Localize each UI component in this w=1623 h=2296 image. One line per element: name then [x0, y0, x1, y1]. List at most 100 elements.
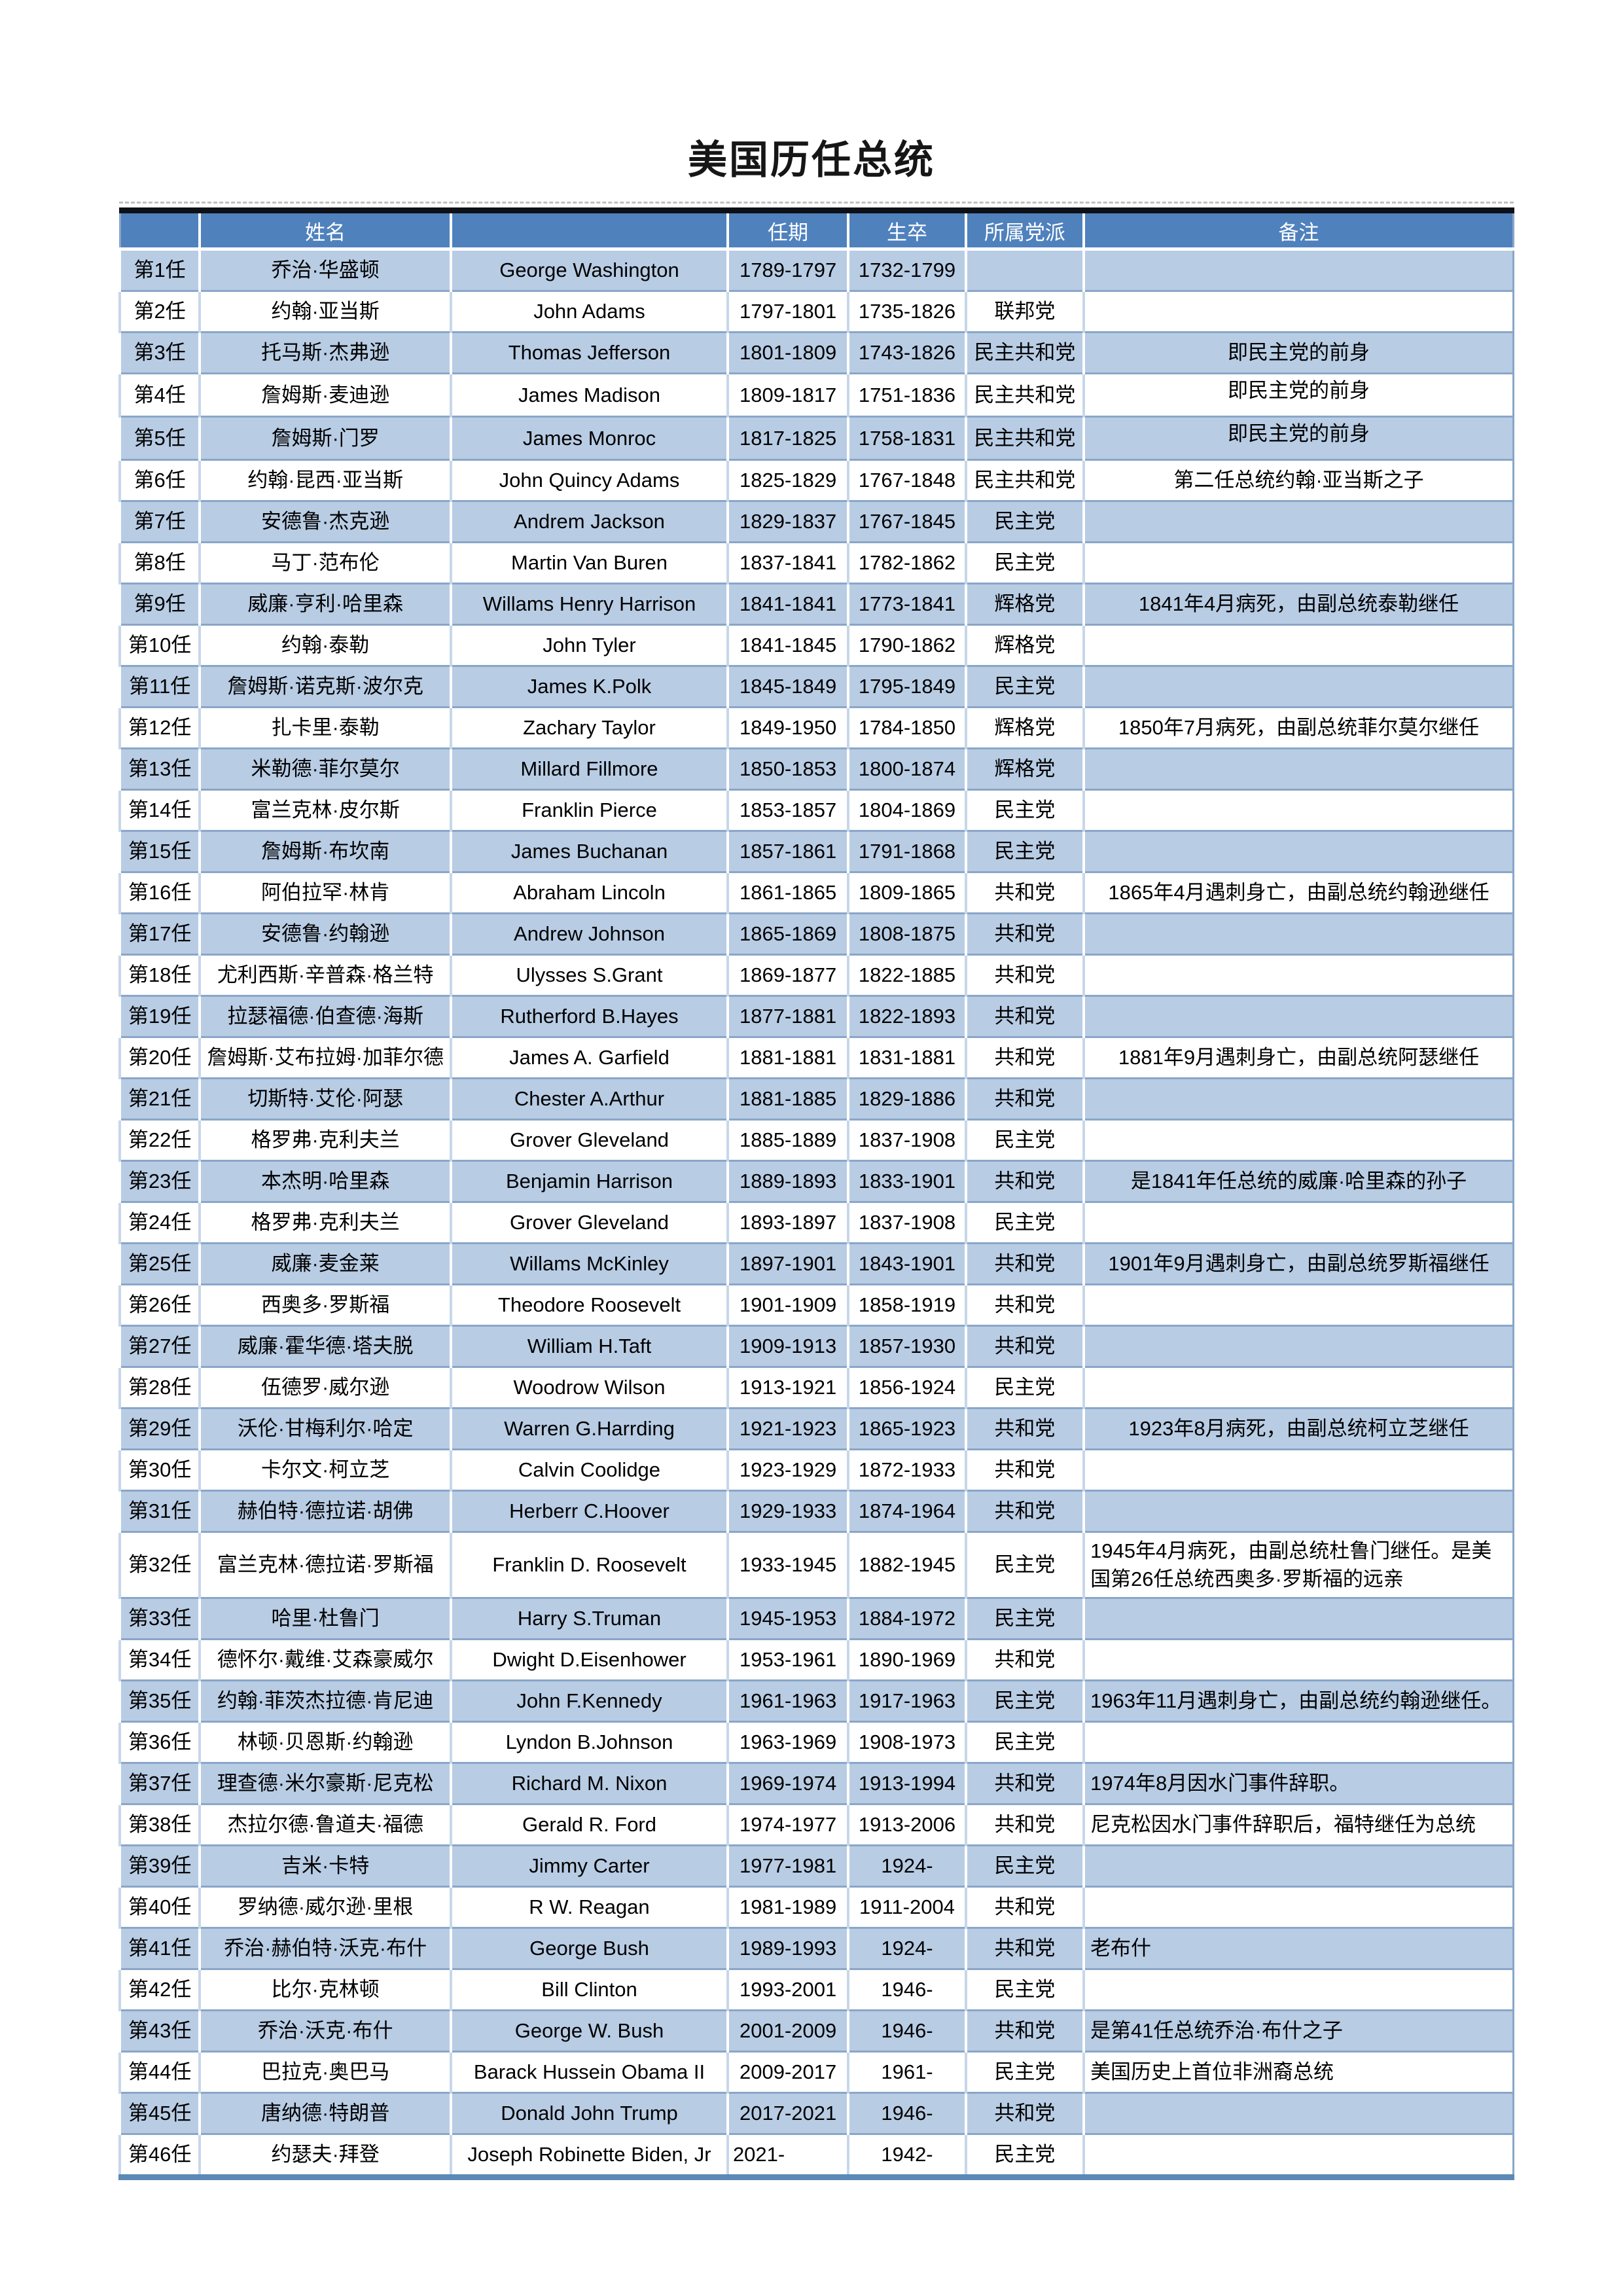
cell-name-cn: 威廉·霍华德·塔夫脱 [198, 1325, 452, 1368]
cell-name-en: Chester A.Arthur [450, 1077, 728, 1121]
cell-term: 1801-1809 [726, 331, 849, 374]
president-row: 第24任 格罗弗·克利夫兰 Grover Gleveland 1893-1897 183… [118, 1202, 1514, 1244]
cell-name-cn: 沃伦·甘梅利尔·哈定 [198, 1407, 452, 1450]
cell-term: 1974-1977 [726, 1804, 849, 1846]
cell-term: 1877-1881 [726, 995, 849, 1038]
cell-name-cn: 富兰克林·德拉诺·罗斯福 [198, 1532, 452, 1598]
cell-note: 即民主党的前身 [1082, 331, 1514, 374]
cell-life: 1874-1964 [847, 1490, 966, 1533]
cell-life: 1924- [847, 1927, 966, 1970]
page-title: 美国历任总统 [688, 138, 935, 182]
cell-term: 1981-1989 [726, 1886, 849, 1928]
cell-term: 2009-2017 [726, 2051, 849, 2093]
president-row: 第44任 巴拉克·奥巴马 Barack Hussein Obama II 2009-2… [118, 2051, 1514, 2093]
cell-life: 1917-1963 [847, 1679, 966, 1723]
president-row: 第13任 米勒德·菲尔莫尔 Millard Fillmore 1850-1853 180… [118, 747, 1514, 791]
cell-party: 民主共和党 [964, 459, 1084, 501]
cell-life: 1843-1901 [847, 1242, 966, 1285]
cell-party: 共和党 [964, 2009, 1084, 2053]
cell-ordinal: 第36任 [118, 1721, 200, 1763]
cell-note: 1865年4月遇刺身亡，由副总统约翰逊继任 [1082, 872, 1514, 914]
cell-name-en: James K.Polk [450, 665, 728, 708]
cell-life: 1782-1862 [847, 542, 966, 584]
cell-note: 第二任总统约翰·亚当斯之子 [1082, 459, 1514, 501]
president-row: 第6任 约翰·昆西·亚当斯 John Quincy Adams 1825-1829 17… [118, 459, 1514, 501]
cell-ordinal: 第44任 [118, 2051, 200, 2093]
cell-life: 1913-2006 [847, 1804, 966, 1846]
cell-life: 1857-1930 [847, 1325, 966, 1368]
cell-name-cn: 扎卡里·泰勒 [198, 707, 452, 749]
cell-name-cn: 杰拉尔德·鲁道夫·福德 [198, 1804, 452, 1846]
cell-term: 1897-1901 [726, 1242, 849, 1285]
cell-term: 1969-1974 [726, 1762, 849, 1805]
cell-name-cn: 马丁·范布伦 [198, 542, 452, 584]
president-row: 第17任 安德鲁·约翰逊 Andrew Johnson 1865-1869 1808-1… [118, 912, 1514, 956]
cell-party: 共和党 [964, 954, 1084, 996]
cell-life: 1946- [847, 2092, 966, 2135]
cell-name-en: Lyndon B.Johnson [450, 1721, 728, 1763]
president-row: 第23任 本杰明·哈里森 Benjamin Harrison 1889-1893 183… [118, 1160, 1514, 1203]
cell-name-cn: 威廉·麦金莱 [198, 1242, 452, 1285]
cell-term: 1850-1853 [726, 747, 849, 791]
col-header-name-cn: 姓名 [198, 207, 452, 251]
cell-note [1082, 747, 1514, 791]
cell-ordinal: 第13任 [118, 747, 200, 791]
president-row: 第31任 赫伯特·德拉诺·胡佛 Herberr C.Hoover 1929-1933 1… [118, 1490, 1514, 1533]
cell-term: 1977-1981 [726, 1844, 849, 1888]
cell-note [1082, 2134, 1514, 2178]
cell-note [1082, 624, 1514, 666]
cell-name-en: Franklin D. Roosevelt [450, 1532, 728, 1598]
president-row: 第27任 威廉·霍华德·塔夫脱 William H.Taft 1909-1913 185… [118, 1325, 1514, 1368]
cell-name-en: Benjamin Harrison [450, 1160, 728, 1203]
president-row: 第21任 切斯特·艾伦·阿瑟 Chester A.Arthur 1881-1885 18… [118, 1077, 1514, 1121]
cell-life: 1751-1836 [847, 373, 966, 417]
cell-name-cn: 威廉·亨利·哈里森 [198, 583, 452, 626]
cell-ordinal: 第31任 [118, 1490, 200, 1533]
cell-party: 共和党 [964, 1886, 1084, 1928]
cell-note [1082, 665, 1514, 708]
cell-name-cn: 托马斯·杰弗逊 [198, 331, 452, 374]
col-header-party: 所属党派 [964, 207, 1084, 251]
president-row: 第29任 沃伦·甘梅利尔·哈定 Warren G.Harrding 1921-1923… [118, 1407, 1514, 1450]
cell-party: 共和党 [964, 1037, 1084, 1079]
cell-life: 1743-1826 [847, 331, 966, 374]
cell-party: 共和党 [964, 1242, 1084, 1285]
cell-life: 1856-1924 [847, 1367, 966, 1408]
cell-note [1082, 1721, 1514, 1763]
cell-name-en: Andrem Jackson [450, 500, 728, 543]
cell-life: 1872-1933 [847, 1449, 966, 1491]
president-row: 第25任 威廉·麦金莱 Willams McKinley 1897-1901 1843-… [118, 1242, 1514, 1285]
cell-note: 1850年7月病死，由副总统菲尔莫尔继任 [1082, 707, 1514, 749]
cell-party: 民主共和党 [964, 373, 1084, 417]
cell-term: 1909-1913 [726, 1325, 849, 1368]
cell-note: 1963年11月遇刺身亡，由副总统约翰逊继任。 [1082, 1679, 1514, 1723]
cell-term: 1963-1969 [726, 1721, 849, 1763]
cell-life: 1791-1868 [847, 830, 966, 873]
cell-term: 2001-2009 [726, 2009, 849, 2053]
cell-note [1082, 995, 1514, 1038]
cell-name-en: John Adams [450, 291, 728, 332]
cell-note [1082, 500, 1514, 543]
cell-name-en: Zachary Taylor [450, 707, 728, 749]
cell-life: 1829-1886 [847, 1077, 966, 1121]
cell-party: 民主党 [964, 1532, 1084, 1598]
cell-term: 1841-1845 [726, 624, 849, 666]
cell-name-en: Theodore Roosevelt [450, 1284, 728, 1326]
cell-term: 1853-1857 [726, 789, 849, 831]
president-row: 第43任 乔治·沃克·布什 George W. Bush 2001-2009 1946-… [118, 2009, 1514, 2053]
cell-ordinal: 第23任 [118, 1160, 200, 1203]
cell-party: 民主党 [964, 830, 1084, 873]
president-row: 第11任 詹姆斯·诺克斯·波尔克 James K.Polk 1845-1849 1795… [118, 665, 1514, 708]
cell-note [1082, 1325, 1514, 1368]
cell-note: 美国历史上首位非洲裔总统 [1082, 2051, 1514, 2093]
print-area-dashed-line [119, 202, 1514, 204]
cell-life: 1908-1973 [847, 1721, 966, 1763]
cell-life: 1822-1893 [847, 995, 966, 1038]
cell-party: 共和党 [964, 1639, 1084, 1681]
cell-name-cn: 格罗弗·克利夫兰 [198, 1119, 452, 1161]
cell-ordinal: 第29任 [118, 1407, 200, 1450]
cell-party: 民主党 [964, 1969, 1084, 2011]
cell-term: 1849-1950 [726, 707, 849, 749]
cell-ordinal: 第4任 [118, 373, 200, 417]
cell-ordinal: 第3任 [118, 331, 200, 374]
